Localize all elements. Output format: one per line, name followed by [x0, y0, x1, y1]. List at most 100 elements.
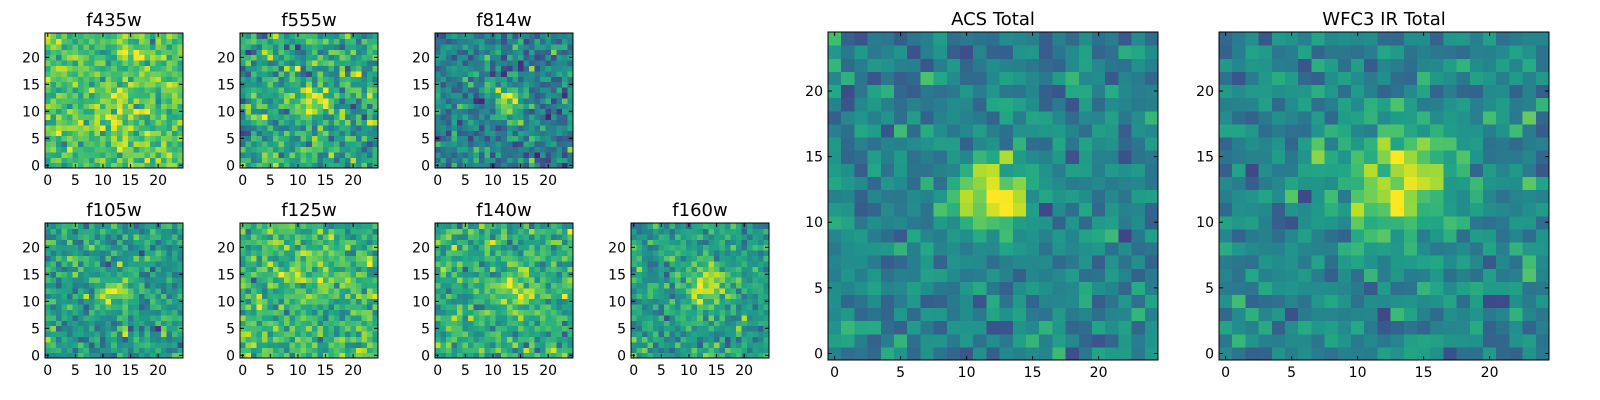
heatmap-cell — [691, 325, 698, 332]
heatmap-cell — [366, 130, 374, 137]
heatmap-cell — [350, 92, 357, 99]
heatmap-cell — [94, 130, 101, 137]
heatmap-cell — [155, 228, 162, 235]
heatmap-cell — [468, 43, 475, 50]
heatmap-cell — [83, 239, 90, 246]
heatmap-cell — [361, 141, 368, 147]
heatmap-cell — [89, 60, 96, 66]
heatmap-cell — [920, 228, 935, 243]
heatmap-cell — [999, 268, 1014, 282]
heatmap-cell — [854, 163, 869, 177]
heatmap-cell — [534, 304, 541, 310]
heatmap-cell — [1065, 241, 1080, 256]
heatmap-cell — [127, 336, 134, 343]
heatmap-cell — [61, 309, 68, 316]
heatmap-cell — [545, 97, 552, 104]
heatmap-cell — [289, 271, 296, 278]
heatmap-cell — [355, 325, 363, 332]
heatmap-cell — [267, 114, 274, 120]
heatmap-cell — [523, 320, 530, 327]
heatmap-cell — [490, 130, 497, 137]
heatmap-cell — [83, 135, 90, 142]
heatmap-cell — [763, 287, 770, 294]
heatmap-cell — [512, 239, 519, 246]
heatmap-cell — [528, 287, 535, 294]
heatmap-cell — [100, 43, 107, 50]
heatmap-cell — [160, 33, 168, 39]
heatmap-cell — [328, 49, 335, 56]
heatmap-cell — [149, 76, 156, 83]
heatmap-cell — [757, 233, 765, 240]
heatmap-cell — [166, 124, 173, 131]
heatmap-cell — [545, 298, 552, 305]
heatmap-cell — [1065, 346, 1080, 361]
heatmap-cell — [517, 325, 524, 332]
heatmap-cell — [56, 130, 63, 137]
heatmap-cell — [1026, 215, 1040, 230]
heatmap-cell — [468, 103, 475, 110]
heatmap-cell — [311, 314, 318, 321]
heatmap-cell — [479, 314, 486, 321]
heatmap-cell — [1118, 228, 1133, 243]
heatmap-cell — [933, 255, 948, 269]
heatmap-cell — [567, 309, 574, 316]
heatmap-cell — [675, 320, 682, 327]
heatmap-cell — [295, 347, 302, 354]
heatmap-cell — [631, 293, 638, 300]
heatmap-cell — [149, 223, 156, 229]
heatmap-cell — [462, 239, 469, 246]
heatmap-cell — [251, 81, 258, 88]
heatmap-cell — [78, 298, 85, 305]
heatmap-cell — [556, 49, 563, 56]
heatmap-cell — [636, 298, 643, 305]
heatmap-cell — [1052, 346, 1067, 361]
heatmap-cell — [517, 228, 524, 235]
heatmap-cell — [567, 43, 574, 50]
heatmap-cell — [171, 320, 179, 327]
heatmap-cell — [484, 223, 491, 229]
heatmap-cell — [550, 49, 558, 56]
heatmap-cell — [89, 255, 96, 262]
heatmap-cell — [658, 314, 665, 321]
heatmap-cell — [105, 320, 112, 327]
heatmap-cell — [251, 298, 258, 305]
heatmap-cell — [251, 146, 258, 153]
heatmap-cell — [713, 298, 720, 305]
heatmap-cell — [350, 114, 357, 120]
heatmap-cell — [251, 277, 258, 283]
heatmap-cell — [83, 287, 90, 294]
heatmap-cell — [512, 43, 519, 50]
heatmap-cell — [462, 114, 469, 120]
heatmap-cell — [528, 162, 535, 169]
heatmap-cell — [262, 244, 269, 251]
heatmap-cell — [322, 287, 329, 294]
heatmap-cell — [534, 260, 541, 267]
heatmap-cell — [94, 60, 101, 66]
x-tick-label: 20 — [539, 173, 557, 189]
heatmap-cell — [1105, 281, 1119, 295]
heatmap-cell — [295, 114, 302, 120]
heatmap-cell — [262, 135, 269, 142]
heatmap-cell — [111, 70, 118, 77]
heatmap-cell — [446, 151, 453, 158]
heatmap-cell — [1078, 163, 1093, 177]
heatmap-cell — [539, 92, 546, 99]
heatmap-cell — [867, 333, 882, 348]
heatmap-cell — [155, 119, 162, 126]
heatmap-cell — [680, 325, 687, 332]
heatmap-cell — [702, 320, 709, 327]
heatmap-cell — [451, 76, 458, 83]
heatmap-cell — [484, 341, 491, 348]
heatmap-cell — [999, 176, 1014, 191]
heatmap-cell — [642, 298, 649, 305]
heatmap-cell — [490, 81, 497, 88]
heatmap-cell — [708, 325, 715, 332]
heatmap-cell — [1105, 346, 1119, 361]
heatmap-cell — [245, 347, 252, 354]
heatmap-cell — [138, 60, 145, 66]
heatmap-cell — [133, 157, 140, 164]
heatmap-cell — [295, 314, 302, 321]
heatmap-cell — [686, 293, 693, 300]
heatmap-cell — [664, 293, 671, 300]
heatmap-cell — [746, 255, 754, 262]
